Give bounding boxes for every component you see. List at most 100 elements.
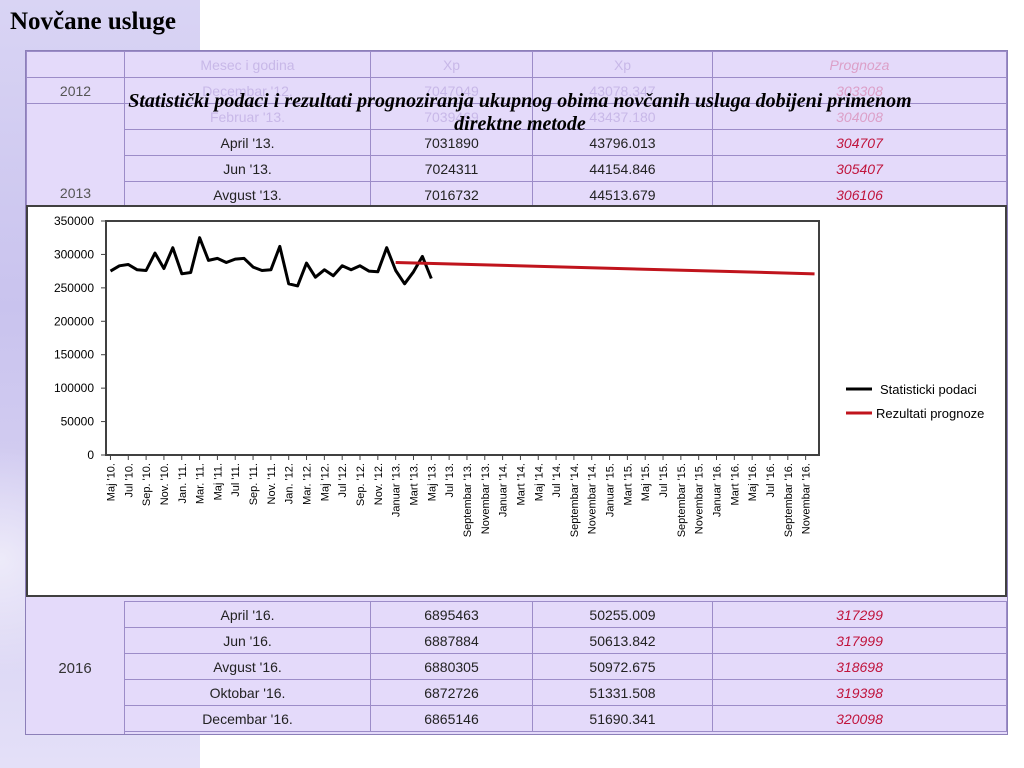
x-tick-label: Jan. '11. bbox=[177, 463, 189, 503]
y-tick-label: 100000 bbox=[54, 381, 94, 395]
value-cell: 7024311 bbox=[370, 155, 533, 182]
x-tick-label: Mart '15. bbox=[622, 463, 634, 505]
x-tick-label: Maj '15. bbox=[640, 463, 652, 501]
value-cell: 51331.508 bbox=[532, 679, 713, 706]
x-tick-label: Mart '13. bbox=[408, 463, 420, 505]
x-tick-label: Jul '12. bbox=[337, 463, 349, 498]
line-chart: 0 50000 100000 150000 200000 250000 300000 3500… bbox=[54, 214, 984, 537]
x-tick-label: Maj '13. bbox=[426, 463, 438, 501]
table-row: Decembar '16. 6865146 51690.341 320098 bbox=[124, 705, 1007, 732]
x-tick-label: Novembar '13. bbox=[480, 463, 492, 534]
year-cell: 2013 bbox=[26, 103, 125, 208]
value-cell: 43796.013 bbox=[532, 129, 713, 156]
table-row: Avgust '16. 6880305 50972.675 318698 bbox=[124, 653, 1007, 680]
x-tick-label: Jul '11. bbox=[230, 463, 242, 497]
forecast-cell: 304707 bbox=[712, 129, 1007, 156]
value-cell: 7047049 bbox=[370, 77, 533, 104]
year-cell-2016: 2016 bbox=[26, 601, 125, 734]
value-cell: 6865146 bbox=[370, 705, 533, 732]
x-tick-label: Nov. '10. bbox=[159, 463, 171, 505]
header-cell: Prognoza bbox=[712, 51, 1007, 78]
period-cell: April '16. bbox=[124, 601, 371, 628]
header-cell-year bbox=[26, 51, 125, 78]
x-tick-label: Januar '14. bbox=[498, 463, 510, 517]
x-tick-label: Novembar '15. bbox=[694, 463, 706, 534]
value-cell: 50613.842 bbox=[532, 627, 713, 654]
forecast-cell: 318698 bbox=[712, 653, 1007, 680]
x-tick-label: Januar '15. bbox=[605, 463, 617, 517]
x-tick-label: Jul '13. bbox=[444, 463, 456, 498]
y-tick-label: 200000 bbox=[54, 314, 94, 328]
x-tick-label: Jul '14. bbox=[551, 463, 563, 498]
value-cell: 7016732 bbox=[370, 181, 533, 208]
chart-title: Statistički podaci i rezultati prognozir… bbox=[128, 90, 912, 135]
x-tick-label: Maj '16. bbox=[747, 463, 759, 501]
table-row: April '16. 6895463 50255.009 317299 bbox=[124, 601, 1007, 628]
forecast-cell: 319398 bbox=[712, 679, 1007, 706]
value-cell: 43078.347 bbox=[532, 77, 713, 104]
value-cell: 51690.341 bbox=[532, 705, 713, 732]
x-tick-label: Jan. '12. bbox=[284, 463, 296, 504]
value-cell: 6895463 bbox=[370, 601, 533, 628]
y-tick-label: 300000 bbox=[54, 247, 94, 261]
value-cell: 6872726 bbox=[370, 679, 533, 706]
x-tick-label: Jul '15. bbox=[658, 463, 670, 498]
x-tick-label: Maj '11. bbox=[212, 463, 224, 500]
forecast-cell: 303308 bbox=[712, 77, 1007, 104]
header-cell: Xp bbox=[532, 51, 713, 78]
y-tick-label: 150000 bbox=[54, 348, 94, 362]
x-tick-label: Septembar '15. bbox=[676, 463, 688, 537]
value-cell: 7039469 bbox=[370, 103, 533, 130]
table-header-row: Mesec i godina Xp Xp Prognoza bbox=[26, 51, 1007, 78]
x-tick-label: Mar. '11. bbox=[195, 463, 207, 504]
series-line-statisticki-podaci bbox=[109, 236, 433, 288]
table-bottom: April '16. 6895463 50255.009 317299 Jun '16.… bbox=[124, 601, 1007, 732]
value-cell: 50972.675 bbox=[532, 653, 713, 680]
table-row: Jun '13. 7024311 44154.846 305407 bbox=[27, 155, 1007, 182]
period-cell: Avgust '13. bbox=[124, 181, 371, 208]
value-cell: 7031890 bbox=[370, 129, 533, 156]
period-cell: Avgust '16. bbox=[124, 653, 371, 680]
x-tick-label: Maj '14. bbox=[533, 463, 545, 501]
value-cell: 6880305 bbox=[370, 653, 533, 680]
period-cell: April '13. bbox=[124, 129, 371, 156]
forecast-cell: 305407 bbox=[712, 155, 1007, 182]
table-row: April '13. 7031890 43796.013 304707 bbox=[27, 129, 1007, 156]
table-row: Avgust '13. 7016732 44513.679 306106 bbox=[27, 181, 1007, 208]
y-tick-label: 0 bbox=[87, 448, 94, 462]
legend-label: Statisticki podaci bbox=[880, 382, 977, 397]
header-cell: Mesec i godina bbox=[124, 51, 371, 78]
x-tick-label: Mart '16. bbox=[729, 463, 741, 505]
value-cell: 50255.009 bbox=[532, 601, 713, 628]
header-cell: Xp bbox=[370, 51, 533, 78]
legend-label: Rezultati prognoze bbox=[876, 406, 984, 421]
table-row: Jun '16. 6887884 50613.842 317999 bbox=[124, 627, 1007, 654]
period-cell: Decembar '16. bbox=[124, 705, 371, 732]
x-tick-label: Sep. '10. bbox=[141, 463, 153, 506]
period-cell: Februar '13. bbox=[124, 103, 371, 130]
y-tick-label: 50000 bbox=[61, 415, 95, 429]
y-tick-label: 350000 bbox=[54, 214, 94, 228]
table-row: 2013 Februar '13. 7039469 43437.180 304008 bbox=[26, 103, 1007, 208]
x-tick-label: Sep. '12. bbox=[355, 463, 367, 506]
x-tick-label: Septembar '14. bbox=[569, 463, 581, 537]
forecast-cell: 317999 bbox=[712, 627, 1007, 654]
x-tick-label: Nov. '11. bbox=[266, 463, 278, 504]
x-tick-label: Januar '13. bbox=[391, 463, 403, 517]
value-cell: 6887884 bbox=[370, 627, 533, 654]
x-tick-label: Septembar '13. bbox=[462, 463, 474, 537]
period-cell: Jun '13. bbox=[124, 155, 371, 182]
slide-title: Novčane usluge bbox=[10, 8, 176, 35]
x-tick-label: Maj '10. bbox=[105, 463, 117, 501]
x-tick-label: Nov. '12. bbox=[373, 463, 385, 505]
table-top: Mesec i godina Xp Xp Prognoza 2012 Decembar '… bbox=[26, 51, 1007, 208]
x-tick-label: Mar. '12. bbox=[302, 463, 314, 505]
chart-area: 0 50000 100000 150000 200000 250000 300000 3500… bbox=[26, 205, 1007, 597]
period-cell: Decembar '12. bbox=[124, 77, 371, 104]
x-tick-label: Januar '16. bbox=[712, 463, 724, 517]
y-tick-label: 250000 bbox=[54, 281, 94, 295]
x-tick-label: Jul '16. bbox=[765, 463, 777, 498]
forecast-cell: 317299 bbox=[712, 601, 1007, 628]
value-cell: 44154.846 bbox=[532, 155, 713, 182]
period-cell: Oktobar '16. bbox=[124, 679, 371, 706]
